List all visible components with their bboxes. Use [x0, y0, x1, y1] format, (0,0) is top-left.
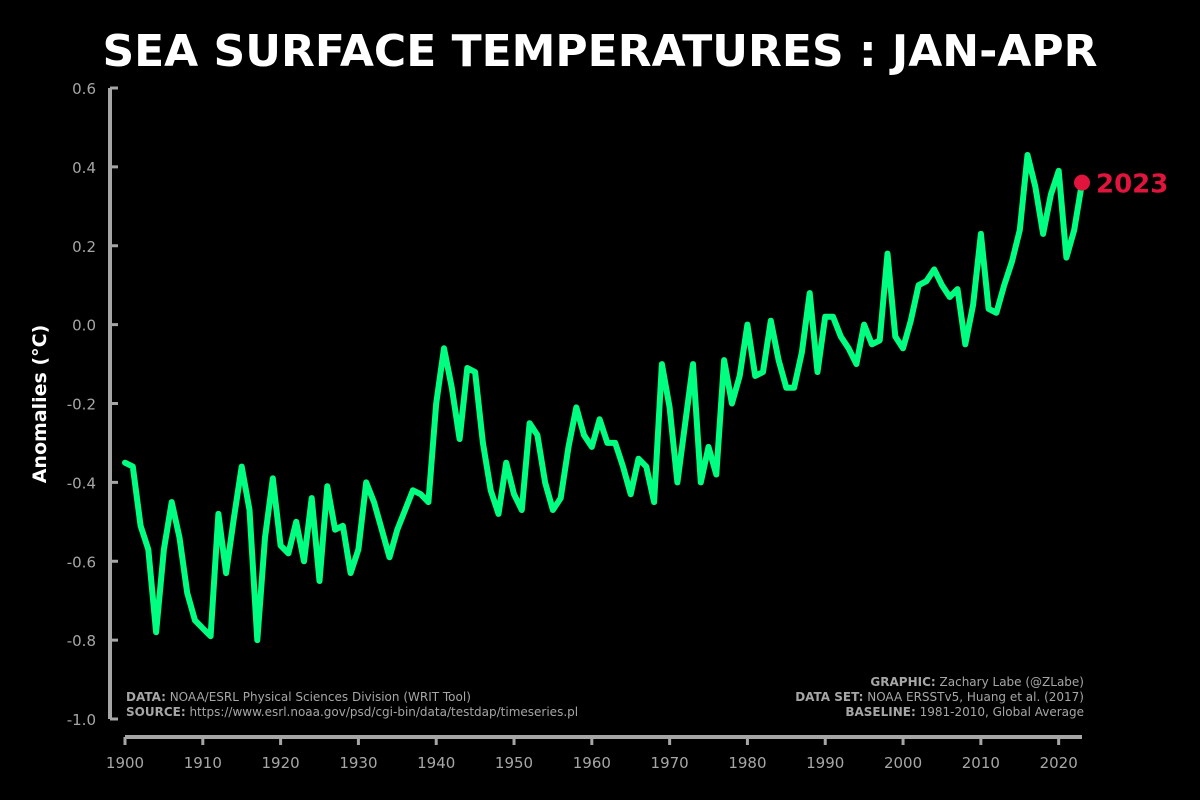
- x-tick-label: 1980: [728, 754, 766, 772]
- credit-key: BASELINE:: [845, 705, 915, 719]
- plot-area: 2023: [122, 152, 1168, 644]
- credit-key: GRAPHIC:: [870, 675, 935, 689]
- x-tick-label: 1930: [339, 754, 377, 772]
- credit-line: GRAPHIC: Zachary Labe (@ZLabe): [870, 675, 1084, 689]
- y-tick-label: -0.4: [67, 474, 96, 492]
- y-tick-label: 0.4: [72, 159, 96, 177]
- credits: DATA: NOAA/ESRL Physical Sciences Divisi…: [126, 675, 1084, 719]
- credit-text: 1981-2010, Global Average: [916, 705, 1084, 719]
- highlight-label: 2023: [1096, 170, 1168, 200]
- credit-key: DATA SET:: [795, 690, 863, 704]
- y-axis-label: Anomalies (°C): [29, 325, 51, 484]
- x-tick-label: 1960: [573, 754, 611, 772]
- x-tick-label: 2000: [884, 754, 922, 772]
- x-tick-label: 1920: [262, 754, 300, 772]
- y-tick-label: 0.6: [72, 80, 96, 98]
- y-tick-label: 0.2: [72, 238, 96, 256]
- credit-line: DATA: NOAA/ESRL Physical Sciences Divisi…: [126, 690, 471, 704]
- x-tick-label: 2010: [962, 754, 1000, 772]
- y-tick-label: -1.0: [67, 711, 96, 729]
- highlight-point: [1074, 174, 1090, 191]
- credit-line: DATA SET: NOAA ERSSTv5, Huang et al. (20…: [795, 690, 1084, 704]
- x-tick-label: 1990: [806, 754, 844, 772]
- credit-key: SOURCE:: [126, 705, 186, 719]
- axes: -1.0 -0.8 -0.6 -0.4 -0.2 0.0 0.2 0.4 0.6 1900 1910…: [67, 80, 1082, 772]
- x-tick-label: 1900: [106, 754, 144, 772]
- x-tick-label: 1950: [495, 754, 533, 772]
- y-tick-label: -0.6: [67, 553, 96, 571]
- x-tick-label: 1970: [651, 754, 689, 772]
- credit-text: https://www.esrl.noaa.gov/psd/cgi-bin/da…: [186, 705, 578, 719]
- series-line: [122, 152, 1085, 644]
- y-tick-label: -0.2: [67, 396, 96, 414]
- credit-text: NOAA ERSSTv5, Huang et al. (2017): [863, 690, 1084, 704]
- credit-text: Zachary Labe (@ZLabe): [936, 675, 1084, 689]
- credit-line: SOURCE: https://www.esrl.noaa.gov/psd/cg…: [126, 705, 578, 719]
- x-tick-label: 1910: [184, 754, 222, 772]
- x-tick-label: 1940: [417, 754, 455, 772]
- credit-line: BASELINE: 1981-2010, Global Average: [845, 705, 1084, 719]
- chart-title: SEA SURFACE TEMPERATURES : JAN-APR: [102, 26, 1097, 77]
- credit-key: DATA:: [126, 690, 166, 704]
- y-tick-label: -0.8: [67, 632, 96, 650]
- credit-text: NOAA/ESRL Physical Sciences Division (WR…: [166, 690, 471, 704]
- y-tick-label: 0.0: [72, 317, 96, 335]
- x-tick-label: 2020: [1040, 754, 1078, 772]
